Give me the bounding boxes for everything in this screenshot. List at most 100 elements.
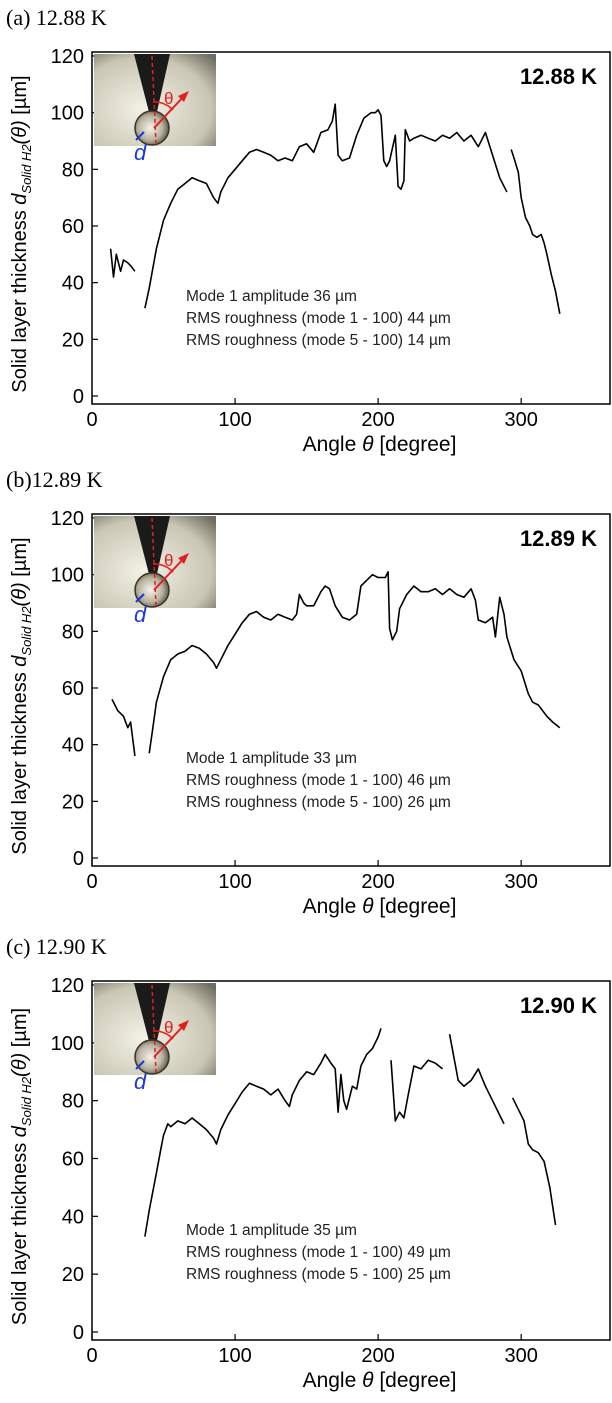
inset-droplet: [134, 572, 170, 608]
y-tick-label: 120: [51, 975, 84, 997]
y-label-subscript: Solid H2: [19, 1076, 34, 1126]
temperature-label: 12.90 K: [520, 993, 597, 1018]
y-label-unit: [µm]: [9, 537, 31, 582]
y-tick-label: 40: [62, 1206, 84, 1228]
x-axis-label: Angle θ [degree]: [303, 1369, 457, 1392]
annotation: RMS roughness (mode 1 - 100) 44 µm: [186, 310, 451, 327]
y-tick-label: 20: [62, 329, 84, 351]
plot-frame: [91, 980, 611, 1341]
panel-title: (a) 12.88 K: [6, 5, 107, 30]
y-label-text: Solid layer thickness: [9, 205, 31, 393]
y-tick-label: 60: [62, 216, 84, 238]
inset-theta: θ: [164, 551, 173, 570]
inset-arrow: [153, 93, 187, 129]
annotation: RMS roughness (mode 1 - 100) 49 µm: [186, 1244, 451, 1261]
x-tick-label: 100: [218, 871, 251, 893]
y-tick-label: 80: [62, 1091, 84, 1113]
inset-d-arrow: [135, 593, 145, 603]
y-tick-label: 0: [73, 1322, 84, 1344]
y-axis-label: Solid layer thickness dSolid H2(θ) [µm]: [9, 1008, 34, 1325]
inset-theta: θ: [164, 89, 173, 108]
panel-title: (b)12.89 K: [6, 467, 103, 492]
inset-d: d: [134, 140, 147, 165]
inset-d-arrow: [135, 1060, 145, 1070]
inset-arrow: [153, 1022, 187, 1058]
x-label-unit: [degree]: [374, 895, 457, 918]
y-tick-label: 0: [73, 848, 84, 870]
x-label-symbol: θ: [362, 433, 374, 456]
inset-needle: [134, 54, 170, 116]
panel: (a) 12.88 K 0 20 40 60 80 100 120 0 100 200 300 Angl…: [6, 5, 611, 456]
x-label-text: Angle: [303, 433, 363, 456]
inset-needle: [134, 516, 170, 578]
plot-frame: [91, 513, 611, 867]
y-label-text: Solid layer thickness: [9, 667, 31, 855]
temperature-label: 12.88 K: [520, 64, 597, 89]
data-line: [111, 571, 561, 757]
y-tick-label: 80: [62, 159, 84, 181]
inset-droplet: [134, 1039, 170, 1075]
y-tick-label: 80: [62, 621, 84, 643]
annotation: Mode 1 amplitude 35 µm: [186, 1222, 357, 1239]
y-label-subscript: Solid H2: [19, 144, 34, 194]
inset-axis: [151, 517, 157, 607]
x-label-symbol: θ: [362, 895, 374, 918]
x-tick-label: 100: [218, 1345, 251, 1367]
y-label-symbol: d: [9, 655, 31, 667]
plot-frame: [91, 51, 611, 405]
annotation: RMS roughness (mode 1 - 100) 46 µm: [186, 772, 451, 789]
x-label-text: Angle: [303, 1369, 363, 1392]
annotation: Mode 1 amplitude 36 µm: [186, 288, 357, 305]
y-axis-label: Solid layer thickness dSolid H2(θ) [µm]: [9, 537, 34, 854]
y-label-unit: [µm]: [9, 75, 31, 120]
x-tick-label: 200: [361, 1345, 394, 1367]
y-label-argument: (θ): [9, 582, 31, 606]
inset-arrowhead: [178, 1020, 189, 1031]
annotation: RMS roughness (mode 5 - 100) 25 µm: [186, 1266, 451, 1283]
panel-title: (c) 12.90 K: [6, 934, 107, 959]
inset-arrow: [153, 555, 187, 591]
y-tick-label: 100: [51, 565, 84, 587]
inset-arrowhead: [178, 91, 189, 102]
y-tick-label: 0: [73, 386, 84, 408]
x-tick-label: 300: [504, 871, 537, 893]
x-tick-label: 200: [361, 871, 394, 893]
annotation: Mode 1 amplitude 33 µm: [186, 750, 357, 767]
x-tick-label: 100: [218, 409, 251, 431]
y-tick-label: 40: [62, 273, 84, 295]
temperature-label: 12.89 K: [520, 526, 597, 551]
y-label-symbol: d: [9, 1125, 31, 1137]
inset-arc: [152, 563, 174, 573]
x-tick-label: 0: [86, 409, 97, 431]
y-tick-label: 60: [62, 1149, 84, 1171]
y-tick-label: 120: [51, 508, 84, 530]
y-tick-label: 20: [62, 1264, 84, 1286]
x-axis-label: Angle θ [degree]: [303, 895, 457, 918]
inset-axis: [151, 984, 157, 1074]
y-label-symbol: d: [9, 193, 31, 205]
y-tick-label: 40: [62, 735, 84, 757]
x-axis-label: Angle θ [degree]: [303, 433, 457, 456]
y-tick-label: 20: [62, 791, 84, 813]
x-tick-label: 300: [504, 1345, 537, 1367]
y-tick-label: 60: [62, 678, 84, 700]
inset-d: d: [134, 602, 147, 627]
x-label-unit: [degree]: [374, 433, 457, 456]
y-label-text: Solid layer thickness: [9, 1137, 31, 1325]
data-line: [109, 103, 561, 314]
x-label-text: Angle: [303, 895, 363, 918]
inset-arc: [152, 101, 174, 111]
inset-axis: [151, 55, 157, 145]
x-tick-label: 0: [86, 871, 97, 893]
inset-arrowhead: [178, 553, 189, 564]
inset-needle: [134, 983, 170, 1045]
y-label-argument: (θ): [9, 1053, 31, 1077]
x-label-unit: [degree]: [374, 1369, 457, 1392]
x-tick-label: 200: [361, 409, 394, 431]
panel: (b)12.89 K 0 20 40 60 80 100 120 0 100 200 300 Angle…: [6, 467, 611, 918]
inset-d-arrow: [135, 131, 145, 141]
y-tick-label: 100: [51, 103, 84, 125]
annotation: RMS roughness (mode 5 - 100) 14 µm: [186, 332, 451, 349]
inset-d: d: [134, 1069, 147, 1094]
